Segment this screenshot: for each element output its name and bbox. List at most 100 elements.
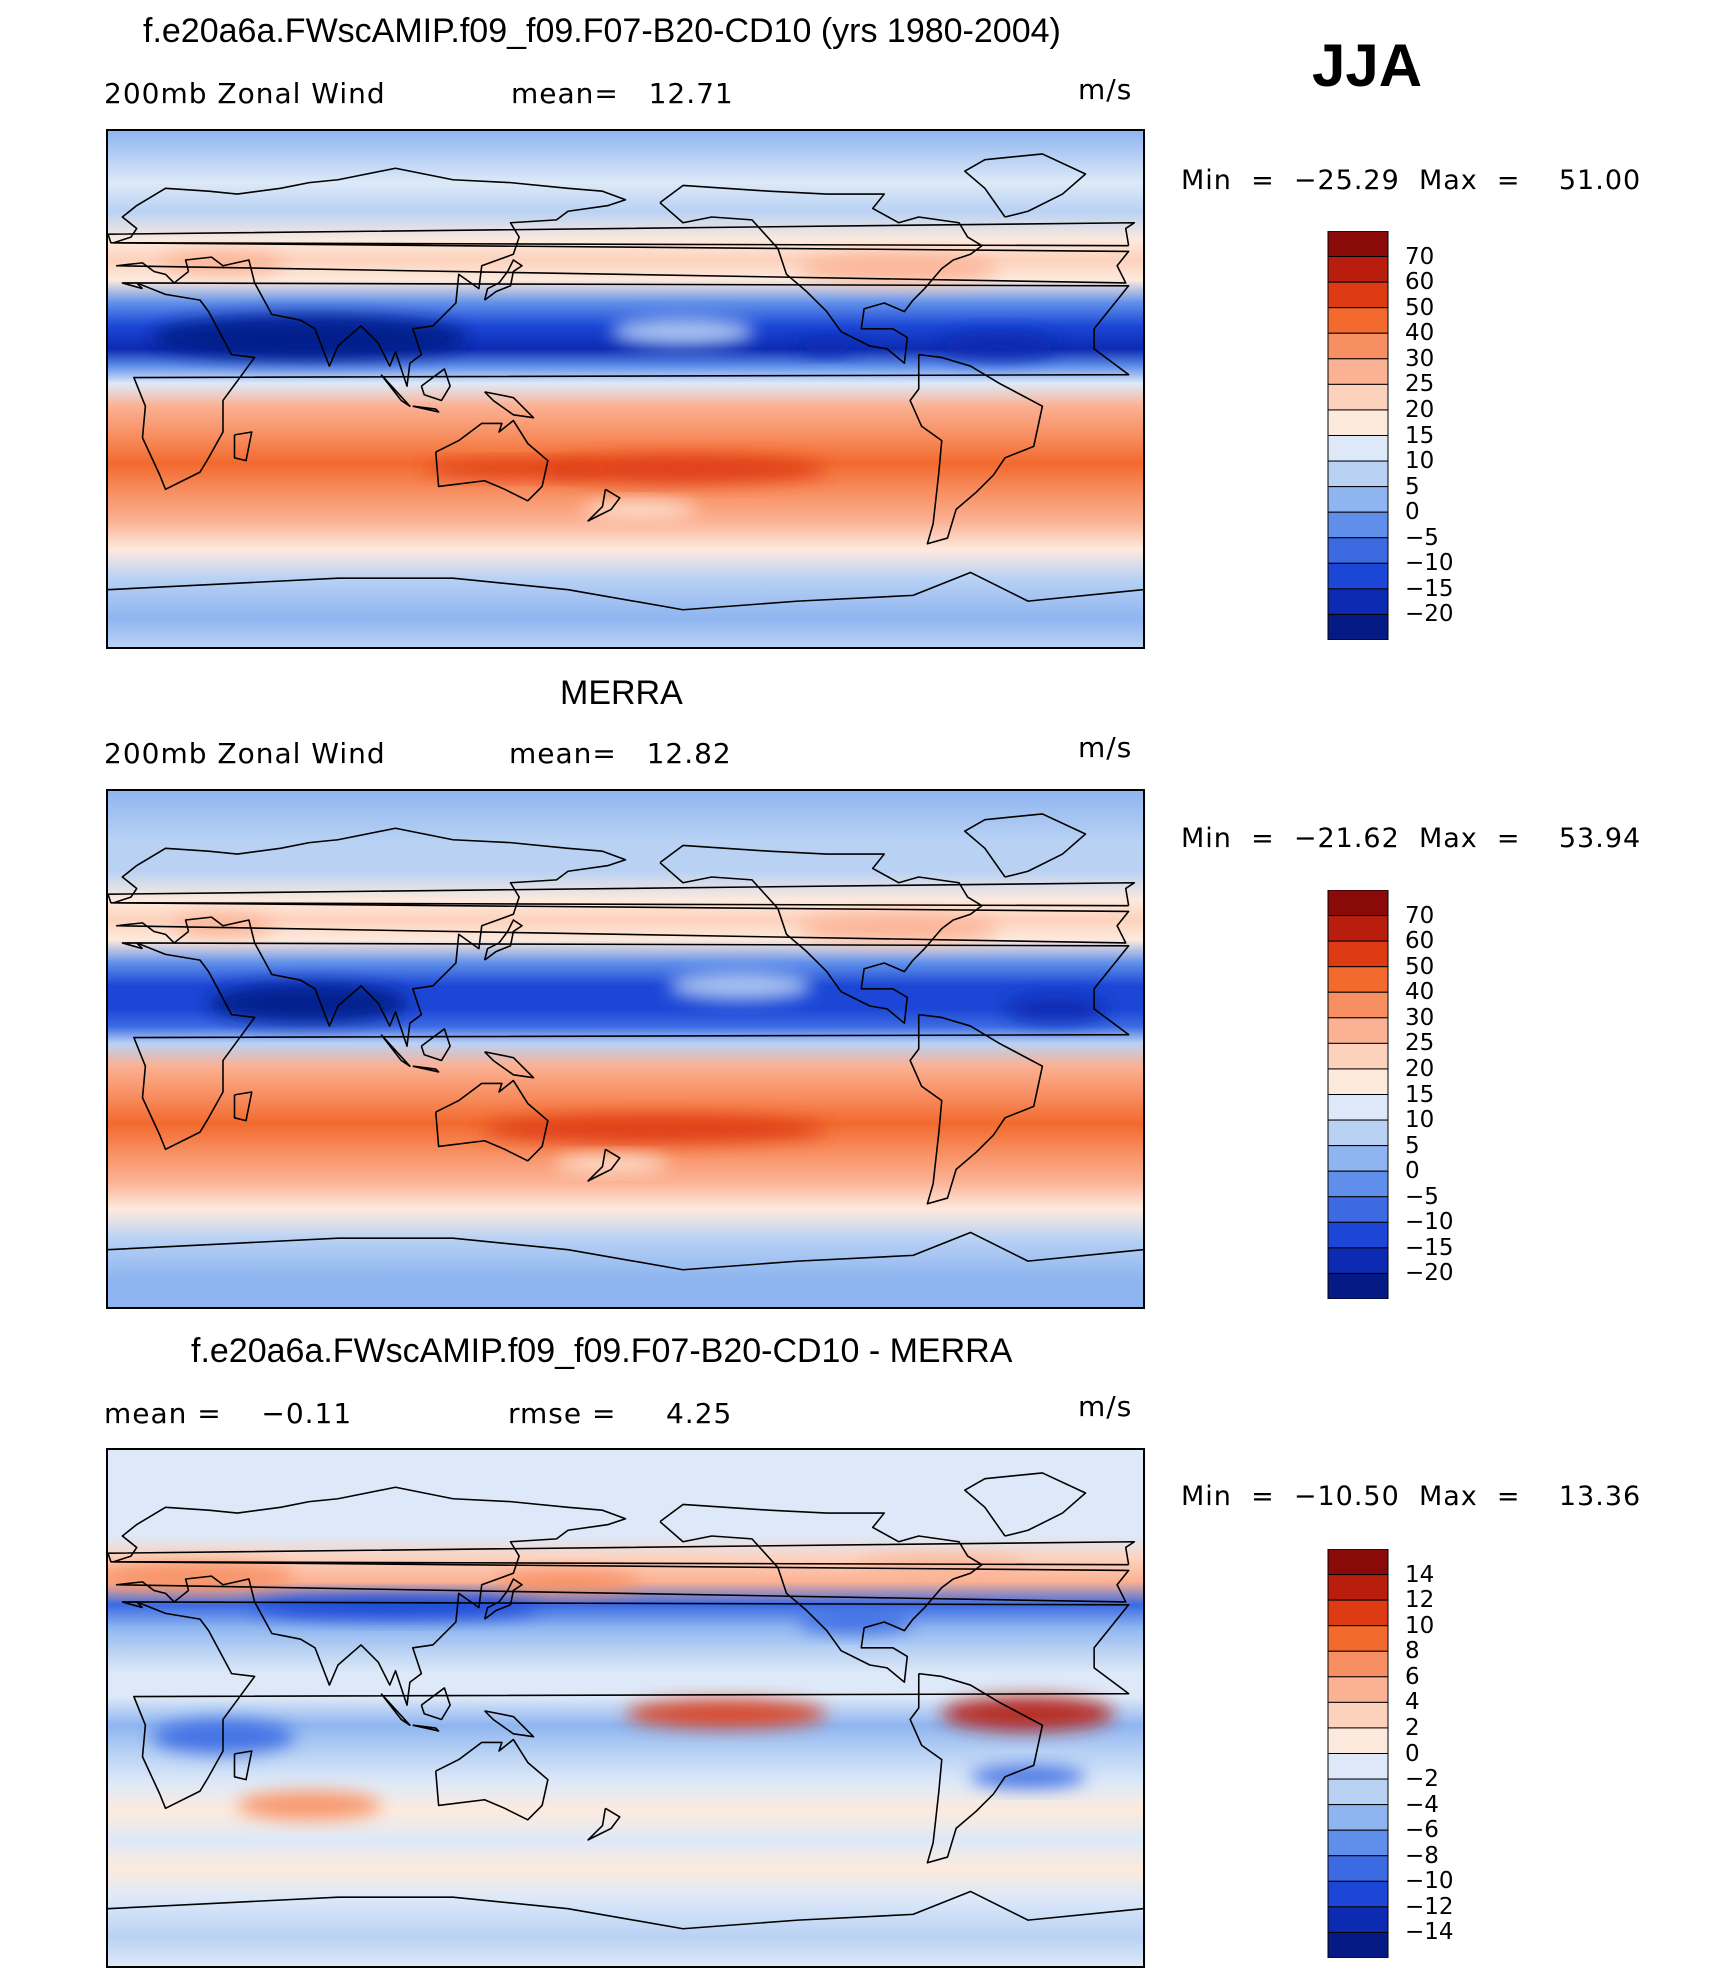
colorbar-tick-label: −14 — [1405, 1919, 1454, 1946]
coastline — [380, 1034, 411, 1067]
colorbar-tick-label: 8 — [1405, 1638, 1420, 1665]
colorbar-swatch — [1327, 1196, 1389, 1223]
colorbar-swatch — [1327, 1042, 1389, 1070]
coastline — [380, 1693, 411, 1726]
panel-2-minmax: Min = −21.62 Max = 53.94 — [1181, 823, 1642, 854]
colorbar-swatch — [1327, 1574, 1389, 1601]
colorbar-tick-label: 70 — [1405, 902, 1435, 929]
panel-3-colorbar-svg — [1327, 1549, 1389, 1958]
colorbar-swatch — [1327, 281, 1389, 309]
colorbar-tick-label: −4 — [1405, 1791, 1439, 1818]
colorbar-swatch — [1327, 1599, 1389, 1627]
colorbar-swatch — [1327, 307, 1389, 334]
colorbar-tick-label: 50 — [1405, 294, 1435, 321]
coastline — [121, 282, 1130, 491]
coastline — [412, 405, 440, 413]
coastline — [963, 813, 1087, 878]
coastline — [420, 1028, 451, 1062]
coastline — [108, 221, 1136, 247]
panel-3-colorbar-labels: 14 12 10 8 6 4 2 0 −2 −4 −6 −8 −10 −12 −14 — [1405, 1549, 1495, 1958]
colorbar-swatch — [1327, 562, 1389, 590]
field-anomaly — [251, 1596, 540, 1620]
coastline — [587, 488, 621, 522]
colorbar-swatch — [1327, 890, 1389, 917]
colorbar-tick-label: 40 — [1405, 320, 1435, 347]
colorbar-swatch — [1327, 1221, 1389, 1249]
field-anomaly — [237, 1791, 382, 1820]
colorbar-tick-label: 10 — [1405, 1107, 1435, 1134]
colorbar-swatch — [1327, 588, 1389, 615]
season-label: JJA — [1312, 32, 1423, 99]
colorbar-tick-label: 6 — [1405, 1663, 1420, 1690]
colorbar-tick-label: 20 — [1405, 1055, 1435, 1082]
panel-3-minmax: Min = −10.50 Max = 13.36 — [1181, 1481, 1642, 1512]
colorbar-swatch — [1327, 1727, 1389, 1754]
colorbar-swatch — [1327, 1906, 1389, 1933]
field-background — [108, 131, 1143, 647]
colorbar-tick-label: 40 — [1405, 979, 1435, 1006]
field-anomaly — [941, 331, 1057, 361]
coastline — [380, 374, 411, 407]
coastline — [420, 368, 451, 402]
field-anomaly — [798, 1610, 913, 1634]
colorbar-tick-label: 60 — [1405, 928, 1435, 955]
colorbar-swatch — [1327, 435, 1389, 462]
colorbar-tick-label: −8 — [1405, 1842, 1439, 1869]
colorbar-swatch — [1327, 991, 1389, 1019]
colorbar-tick-label: 25 — [1405, 371, 1435, 398]
colorbar-tick-label: −12 — [1405, 1893, 1454, 1920]
colorbar-tick-label: 10 — [1405, 1612, 1435, 1639]
colorbar-tick-label: −20 — [1405, 1260, 1454, 1287]
coastline — [909, 1672, 1044, 1864]
coastline — [659, 184, 983, 364]
colorbar-tick-label: −20 — [1405, 601, 1454, 628]
colorbar-tick-label: 5 — [1405, 1132, 1420, 1159]
panel-3-mean-label: mean = −0.11 — [104, 1397, 353, 1430]
colorbar-tick-label: −15 — [1405, 1234, 1454, 1261]
coastline — [233, 431, 253, 462]
coastline — [484, 1051, 535, 1079]
coastline — [963, 153, 1087, 218]
panel-1-colorbar-svg — [1327, 231, 1389, 640]
field-anomaly — [496, 1570, 640, 1594]
colorbar-swatch — [1327, 1119, 1389, 1147]
coastline — [108, 1231, 1143, 1271]
colorbar-tick-label: 30 — [1405, 1004, 1435, 1031]
colorbar-swatch — [1327, 358, 1389, 385]
colorbar-swatch — [1327, 1701, 1389, 1729]
colorbar-swatch — [1327, 1625, 1389, 1652]
coastline — [659, 1503, 983, 1683]
colorbar-tick-label: −6 — [1405, 1817, 1439, 1844]
field-anomaly — [481, 1114, 827, 1144]
coastline — [108, 1890, 1143, 1930]
coastline — [963, 1472, 1087, 1537]
coastline — [909, 1013, 1044, 1205]
colorbar-tick-label: −5 — [1405, 524, 1439, 551]
colorbar-tick-label: 30 — [1405, 345, 1435, 372]
panel-3-rmse-label: rmse = 4.25 — [508, 1397, 733, 1430]
colorbar-swatch — [1327, 383, 1389, 411]
colorbar-swatch — [1327, 1145, 1389, 1172]
panel-2-colorbar — [1327, 890, 1389, 1299]
colorbar-tick-label: 4 — [1405, 1689, 1420, 1716]
colorbar-swatch — [1327, 1931, 1389, 1958]
panel-1-mean-label: mean= 12.71 — [511, 77, 734, 110]
colorbar-swatch — [1327, 537, 1389, 564]
colorbar-tick-label: 25 — [1405, 1030, 1435, 1057]
field-anomaly — [582, 500, 698, 518]
colorbar-swatch — [1327, 1017, 1389, 1044]
panel-2-colorbar-svg — [1327, 890, 1389, 1299]
coastline — [484, 391, 535, 419]
panel-2-colorbar-labels: 70 60 50 40 30 25 20 15 10 5 0 −5 −10 −15 −20 — [1405, 890, 1495, 1299]
coastline — [587, 1148, 621, 1182]
field-anomaly — [625, 1699, 827, 1729]
coastline — [233, 1091, 253, 1122]
coastline — [121, 942, 1130, 1151]
field-anomaly — [539, 454, 827, 484]
coastline — [420, 1687, 451, 1721]
coastline — [112, 167, 1130, 387]
colorbar-swatch — [1327, 332, 1389, 360]
field-anomaly — [208, 983, 410, 1024]
panel-3-map-svg — [108, 1450, 1143, 1966]
colorbar-swatch — [1327, 1068, 1389, 1095]
